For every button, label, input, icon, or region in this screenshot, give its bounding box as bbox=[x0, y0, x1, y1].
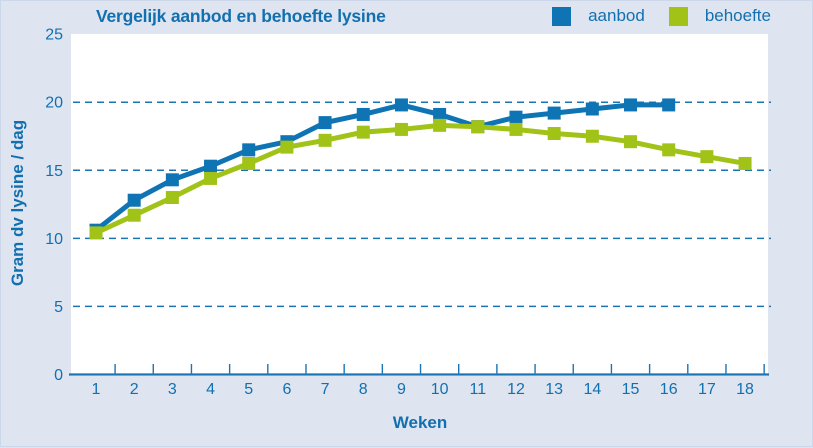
x-tick-label: 12 bbox=[507, 381, 525, 398]
marker-aanbod-week-13 bbox=[547, 106, 561, 120]
x-tick-label: 15 bbox=[622, 381, 640, 398]
marker-behoefte-week-17 bbox=[700, 150, 714, 164]
legend-swatch-behoefte bbox=[668, 6, 688, 26]
plot-background bbox=[71, 34, 768, 376]
marker-aanbod-week-2 bbox=[127, 193, 141, 207]
x-axis-title: Weken bbox=[392, 413, 448, 432]
series-behoefte bbox=[89, 118, 752, 240]
legend-swatch-aanbod bbox=[552, 6, 572, 26]
series-aanbod bbox=[89, 98, 676, 237]
marker-behoefte-week-2 bbox=[127, 208, 141, 222]
x-tick-label: 5 bbox=[244, 381, 253, 398]
marker-aanbod-week-16 bbox=[662, 98, 676, 112]
marker-behoefte-week-1 bbox=[89, 226, 103, 240]
x-tick-label: 7 bbox=[321, 381, 330, 398]
legend-label-behoefte: behoefte bbox=[704, 6, 771, 25]
y-tick-label: 10 bbox=[45, 231, 63, 248]
legend-item-behoefte: behoefte bbox=[668, 6, 771, 26]
chart-title: Vergelijk aanbod en behoefte lysine bbox=[96, 6, 386, 26]
y-tick-label: 20 bbox=[45, 95, 63, 112]
x-tick-label: 8 bbox=[359, 381, 368, 398]
marker-behoefte-week-11 bbox=[471, 120, 485, 134]
marker-behoefte-week-16 bbox=[662, 143, 676, 157]
marker-behoefte-week-18 bbox=[738, 156, 752, 170]
marker-aanbod-week-8 bbox=[356, 107, 370, 121]
x-tick-label: 17 bbox=[698, 381, 716, 398]
marker-behoefte-week-6 bbox=[280, 140, 294, 154]
x-tick-label: 14 bbox=[583, 381, 601, 398]
x-tick-label: 2 bbox=[130, 381, 139, 398]
marker-aanbod-week-10 bbox=[433, 107, 447, 121]
y-tick-label: 0 bbox=[54, 367, 63, 384]
marker-behoefte-week-8 bbox=[356, 125, 370, 139]
x-tick-label: 1 bbox=[92, 381, 101, 398]
marker-behoefte-week-5 bbox=[242, 156, 256, 170]
legend-label-aanbod: aanbod bbox=[588, 6, 645, 25]
marker-aanbod-week-12 bbox=[509, 110, 523, 124]
marker-aanbod-week-15 bbox=[624, 98, 638, 112]
legend-item-aanbod: aanbod bbox=[552, 6, 645, 26]
y-axis: 0 5 10 15 20 25 bbox=[45, 27, 771, 384]
marker-aanbod-week-14 bbox=[585, 102, 599, 116]
x-tick-label: 9 bbox=[397, 381, 406, 398]
marker-behoefte-week-10 bbox=[433, 118, 447, 132]
y-tick-label: 15 bbox=[45, 163, 63, 180]
marker-aanbod-week-7 bbox=[318, 116, 332, 130]
marker-behoefte-week-14 bbox=[585, 129, 599, 143]
x-tick-label: 11 bbox=[469, 381, 486, 398]
y-tick-label: 5 bbox=[54, 299, 63, 316]
marker-behoefte-week-9 bbox=[394, 122, 408, 136]
marker-behoefte-week-12 bbox=[509, 122, 523, 136]
marker-behoefte-week-4 bbox=[204, 171, 218, 185]
x-tick-label: 18 bbox=[736, 381, 754, 398]
marker-behoefte-week-7 bbox=[318, 133, 332, 147]
y-tick-label: 25 bbox=[45, 27, 63, 44]
x-tick-label: 4 bbox=[206, 381, 215, 398]
marker-aanbod-week-9 bbox=[394, 98, 408, 112]
marker-behoefte-week-13 bbox=[547, 127, 561, 141]
marker-aanbod-week-4 bbox=[204, 159, 218, 173]
x-tick-label: 13 bbox=[545, 381, 563, 398]
marker-behoefte-week-15 bbox=[624, 135, 638, 149]
marker-behoefte-week-3 bbox=[165, 191, 179, 205]
marker-aanbod-week-5 bbox=[242, 143, 256, 157]
marker-aanbod-week-3 bbox=[165, 173, 179, 187]
legend: aanbod behoefte bbox=[552, 6, 771, 26]
x-tick-label: 10 bbox=[431, 381, 449, 398]
series-line-aanbod bbox=[94, 102, 669, 233]
x-tick-label: 3 bbox=[168, 381, 177, 398]
x-tick-label: 6 bbox=[282, 381, 291, 398]
x-axis: 1 2 3 4 5 6 7 8 9 10 11 12 13 14 15 16 17 18 bbox=[69, 364, 769, 398]
x-tick-label: 16 bbox=[660, 381, 678, 398]
